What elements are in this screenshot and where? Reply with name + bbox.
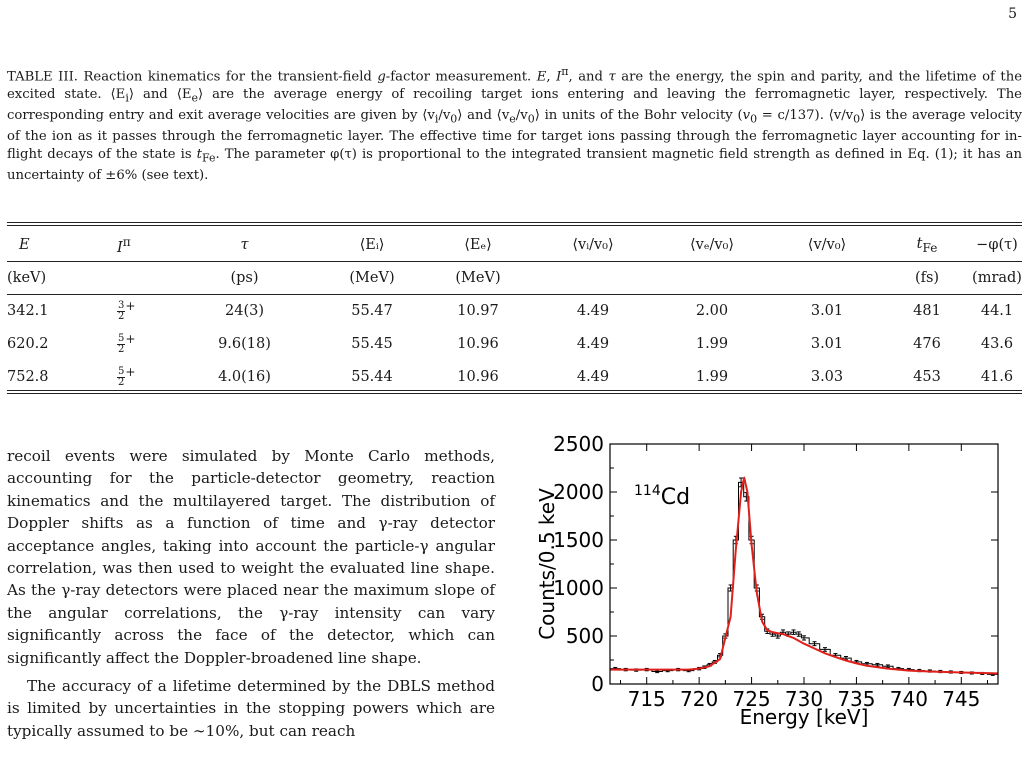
unit-cell: (ps) xyxy=(230,270,259,286)
cell-entry-energy: 55.44 xyxy=(351,368,393,385)
cell-entry-velocity: 4.49 xyxy=(576,302,610,319)
table-header-row: E Iπ τ ⟨Eᵢ⟩ ⟨Eₑ⟩ ⟨vᵢ/v₀⟩ ⟨vₑ/v₀⟩ ⟨v/v₀⟩ … xyxy=(7,228,1022,262)
cell-spin: 5 2 + xyxy=(117,331,136,356)
cell-exit-velocity: 2.00 xyxy=(695,302,729,319)
cell-phi: 44.1 xyxy=(980,302,1014,319)
table-units-rule xyxy=(7,294,1022,295)
cell-entry-velocity: 4.49 xyxy=(576,335,610,352)
cell-entry-energy: 55.47 xyxy=(351,302,393,319)
unit-cell xyxy=(107,262,167,294)
cell-average-velocity: 3.01 xyxy=(810,335,844,352)
x-tick-label: 725 xyxy=(732,687,770,711)
y-tick-label: 2000 xyxy=(553,480,604,504)
table-header-rule xyxy=(7,261,1022,262)
cell-spin: 5 2 + xyxy=(117,364,136,389)
y-tick-label: 1500 xyxy=(553,528,604,552)
unit-cell: (MeV) xyxy=(349,270,395,286)
data-histogram xyxy=(610,481,998,675)
header-average-velocity: ⟨v/v₀⟩ xyxy=(807,237,847,253)
cell-exit-energy: 10.97 xyxy=(457,302,499,319)
table-top-rule-1 xyxy=(7,222,1022,223)
x-tick-label: 720 xyxy=(680,687,718,711)
y-tick-label: 1000 xyxy=(553,576,604,600)
x-tick-label: 745 xyxy=(942,687,980,711)
header-exit-energy: ⟨Eₑ⟩ xyxy=(464,237,492,253)
cell-phi: 41.6 xyxy=(980,368,1014,385)
cell-energy: 620.2 xyxy=(7,335,49,352)
isotope-element: Cd xyxy=(661,485,690,510)
unit-cell: (keV) xyxy=(7,270,47,286)
header-effective-time: tFe xyxy=(916,235,938,255)
unit-cell: (fs) xyxy=(914,270,940,286)
unit-cell xyxy=(772,262,882,294)
cell-effective-time: 481 xyxy=(913,302,941,319)
cell-entry-velocity: 4.49 xyxy=(576,368,610,385)
cell-exit-velocity: 1.99 xyxy=(695,368,729,385)
header-phi: −φ(τ) xyxy=(976,237,1018,253)
x-tick-label: 735 xyxy=(837,687,875,711)
cell-energy: 752.8 xyxy=(7,368,49,385)
cell-effective-time: 476 xyxy=(913,335,941,352)
cell-lifetime: 9.6(18) xyxy=(218,335,271,352)
header-lifetime: τ xyxy=(240,237,249,253)
table-bottom-rule-2 xyxy=(7,393,1022,394)
isotope-annotation: 114Cd xyxy=(634,483,690,510)
body-paragraph-2: The accuracy of a lifetime determined by… xyxy=(7,677,495,740)
cell-energy: 342.1 xyxy=(7,302,49,319)
plot-frame xyxy=(609,443,999,685)
cell-entry-energy: 55.45 xyxy=(351,335,393,352)
y-tick-label: 500 xyxy=(566,624,604,648)
spectrum-chart: 0 500 1000 1500 2000 2500 715 720 725 730 735 740 74… xyxy=(535,432,999,729)
table-row: 620.2 5 2 + 9.6(18) 55.45 10.96 4.49 1.99 … xyxy=(7,327,1022,360)
unit-cell xyxy=(534,262,652,294)
page-number: 5 xyxy=(1008,6,1017,22)
header-entry-energy: ⟨Eᵢ⟩ xyxy=(359,237,385,253)
cell-exit-energy: 10.96 xyxy=(457,335,499,352)
header-exit-velocity: ⟨vₑ/v₀⟩ xyxy=(689,237,734,253)
table-units-row: (keV) (ps) (MeV) (MeV) (fs) (mrad) xyxy=(7,262,1022,294)
table-bottom-rule-1 xyxy=(7,390,1022,391)
isotope-mass-number: 114 xyxy=(634,483,661,499)
table-row: 342.1 3 2 + 24(3) 55.47 10.97 4.49 2.00 3.… xyxy=(7,294,1022,327)
cell-exit-energy: 10.96 xyxy=(457,368,499,385)
y-tick-label: 2500 xyxy=(553,432,604,456)
cell-exit-velocity: 1.99 xyxy=(695,335,729,352)
unit-cell: (mrad) xyxy=(972,270,1022,286)
header-entry-velocity: ⟨vᵢ/v₀⟩ xyxy=(572,237,614,253)
x-tick-label: 740 xyxy=(890,687,928,711)
table-top-rule-2 xyxy=(7,225,1022,226)
unit-cell: (MeV) xyxy=(455,270,501,286)
table-row: 752.8 5 2 + 4.0(16) 55.44 10.96 4.49 1.99 … xyxy=(7,360,1022,393)
cell-average-velocity: 3.01 xyxy=(810,302,844,319)
y-axis-label: Counts/0.5 keV xyxy=(535,488,559,640)
y-tick-label: 0 xyxy=(591,672,604,696)
x-tick-label: 730 xyxy=(785,687,823,711)
body-paragraph-1: recoil events were simulated by Monte Ca… xyxy=(7,447,495,667)
unit-cell xyxy=(652,262,772,294)
fit-curve xyxy=(610,476,998,675)
cell-effective-time: 453 xyxy=(913,368,941,385)
header-energy: E xyxy=(19,237,30,253)
cell-phi: 43.6 xyxy=(980,335,1014,352)
spectrum-figure: 0 500 1000 1500 2000 2500 715 720 725 730 735 740 74… xyxy=(532,428,1007,738)
cell-spin: 3 2 + xyxy=(117,298,136,323)
cell-average-velocity: 3.03 xyxy=(810,368,844,385)
table-caption: TABLE III. Reaction kinematics for the t… xyxy=(7,65,1023,184)
body-text-column: recoil events were simulated by Monte Ca… xyxy=(7,445,495,742)
x-axis-label: Energy [keV] xyxy=(740,705,869,729)
cell-lifetime: 4.0(16) xyxy=(218,368,271,385)
header-spin-parity: Iπ xyxy=(117,234,131,256)
cell-lifetime: 24(3) xyxy=(225,302,264,319)
x-tick-label: 715 xyxy=(628,687,666,711)
kinematics-table: E Iπ τ ⟨Eᵢ⟩ ⟨Eₑ⟩ ⟨vᵢ/v₀⟩ ⟨vₑ/v₀⟩ ⟨v/v₀⟩ … xyxy=(7,228,1022,393)
